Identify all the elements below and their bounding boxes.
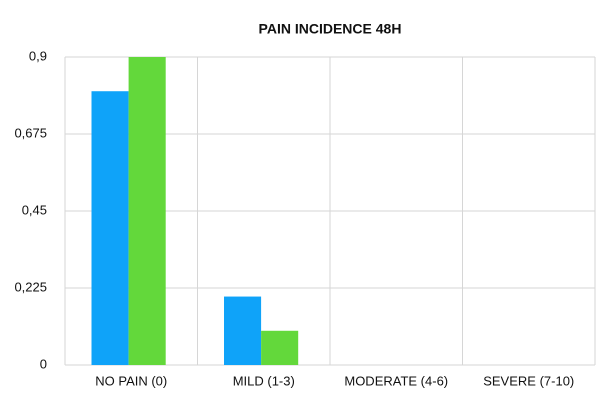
y-tick-label: 0,9	[29, 48, 47, 63]
y-tick-label: 0,675	[14, 125, 47, 140]
y-tick-label: 0	[40, 356, 47, 371]
x-tick-label: MODERATE (4-6)	[344, 373, 448, 388]
y-tick-label: 0,225	[14, 279, 47, 294]
y-tick-label: 0,45	[22, 202, 47, 217]
bar	[91, 91, 129, 365]
x-tick-label: SEVERE (7-10)	[483, 373, 574, 388]
bar	[224, 296, 262, 365]
x-tick-label: NO PAIN (0)	[95, 373, 167, 388]
x-tick-label: MILD (1-3)	[233, 373, 295, 388]
chart-title: PAIN INCIDENCE 48H	[259, 21, 402, 37]
bar	[261, 330, 299, 365]
bar	[128, 57, 166, 365]
